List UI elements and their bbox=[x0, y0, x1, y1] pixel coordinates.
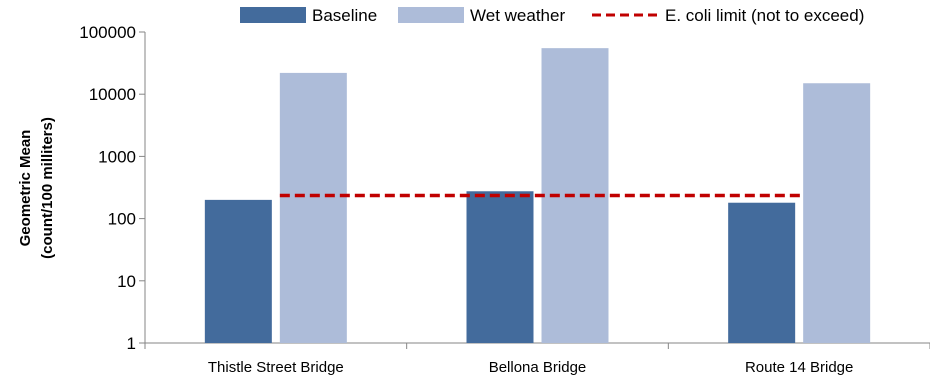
legend-swatch-baseline bbox=[240, 7, 306, 23]
bar-wet-weather bbox=[803, 83, 871, 343]
bar-baseline bbox=[728, 202, 796, 343]
bar-baseline bbox=[204, 199, 272, 343]
y-tick-label: 10000 bbox=[89, 85, 136, 104]
x-tick-label: Bellona Bridge bbox=[489, 359, 587, 376]
y-axis: 1 10 100 1000 10000 100000 bbox=[79, 23, 146, 353]
y-axis-title: Geometric Mean (count/100 milliters) bbox=[17, 117, 56, 259]
bars bbox=[204, 48, 871, 343]
y-tick-label: 1 bbox=[127, 334, 136, 353]
bar-baseline bbox=[466, 191, 534, 343]
x-axis: Thistle Street Bridge Bellona Bridge Route… bbox=[144, 342, 930, 376]
legend-label-wet-weather: Wet weather bbox=[470, 6, 565, 25]
legend: Baseline Wet weather E. coli limit (not … bbox=[240, 6, 864, 25]
legend-swatch-wet-weather bbox=[398, 7, 464, 23]
x-tick-label: Route 14 Bridge bbox=[745, 359, 853, 376]
legend-label-baseline: Baseline bbox=[312, 6, 377, 25]
y-tick-label: 10 bbox=[117, 272, 136, 291]
bar-wet-weather bbox=[279, 72, 347, 343]
legend-label-limit: E. coli limit (not to exceed) bbox=[665, 6, 864, 25]
y-tick-label: 100 bbox=[108, 210, 136, 229]
y-tick-label: 1000 bbox=[98, 147, 136, 166]
y-axis-title-line-2: (count/100 milliters) bbox=[39, 117, 56, 259]
y-axis-title-line-1: Geometric Mean bbox=[17, 130, 34, 247]
y-tick-label: 100000 bbox=[79, 23, 136, 42]
x-tick-label: Thistle Street Bridge bbox=[208, 359, 344, 376]
